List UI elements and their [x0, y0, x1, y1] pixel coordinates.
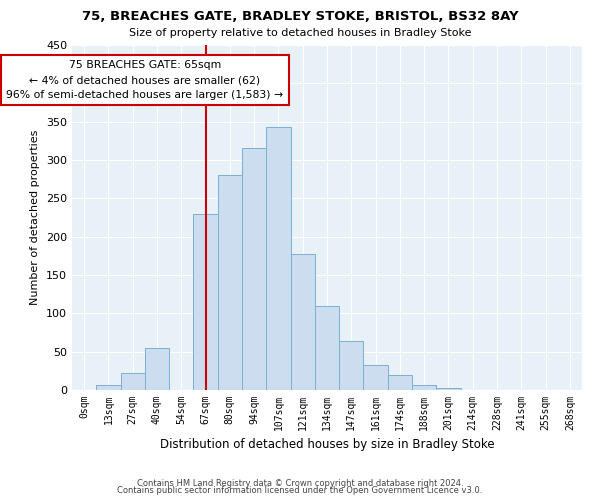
X-axis label: Distribution of detached houses by size in Bradley Stoke: Distribution of detached houses by size … — [160, 438, 494, 452]
Bar — [145, 348, 169, 390]
Bar — [364, 366, 388, 390]
Bar — [412, 384, 436, 390]
Bar — [388, 376, 412, 390]
Bar — [436, 388, 461, 390]
Bar — [242, 148, 266, 390]
Bar — [266, 127, 290, 390]
Text: Contains HM Land Registry data © Crown copyright and database right 2024.: Contains HM Land Registry data © Crown c… — [137, 478, 463, 488]
Bar — [315, 306, 339, 390]
Text: 75 BREACHES GATE: 65sqm
← 4% of detached houses are smaller (62)
96% of semi-det: 75 BREACHES GATE: 65sqm ← 4% of detached… — [6, 60, 283, 100]
Bar — [193, 214, 218, 390]
Y-axis label: Number of detached properties: Number of detached properties — [31, 130, 40, 305]
Bar — [96, 386, 121, 390]
Bar — [121, 373, 145, 390]
Text: 75, BREACHES GATE, BRADLEY STOKE, BRISTOL, BS32 8AY: 75, BREACHES GATE, BRADLEY STOKE, BRISTO… — [82, 10, 518, 23]
Bar — [290, 254, 315, 390]
Bar — [339, 341, 364, 390]
Bar — [218, 176, 242, 390]
Text: Size of property relative to detached houses in Bradley Stoke: Size of property relative to detached ho… — [129, 28, 471, 38]
Text: Contains public sector information licensed under the Open Government Licence v3: Contains public sector information licen… — [118, 486, 482, 495]
